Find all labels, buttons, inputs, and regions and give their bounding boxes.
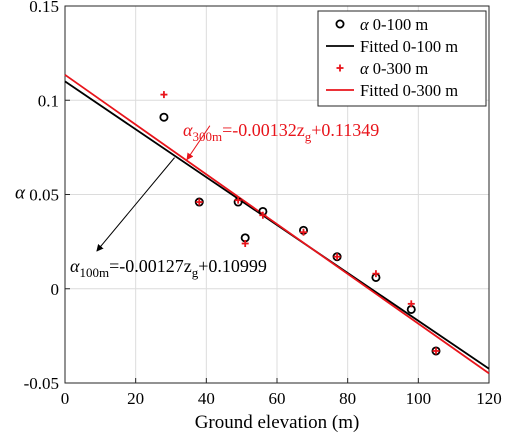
point-300m <box>407 300 415 308</box>
equation-300m: α300m=-0.00132zg+0.11349 <box>183 120 379 144</box>
x-tick-label: 20 <box>127 389 144 408</box>
y-tick-label: -0.05 <box>24 374 59 393</box>
y-tick-label: 0.05 <box>29 186 59 205</box>
y-tick-labels: -0.05 0 0.05 0.1 0.15 <box>24 0 59 393</box>
legend: α 0-100 m Fitted 0-100 m α 0-300 m Fitted 0… <box>317 10 487 107</box>
point-300m <box>234 196 242 204</box>
equation-annotations: α100m=-0.00127zg+0.10999 α300m=-0.00132zg… <box>70 120 379 280</box>
legend-label: α 0-300 m <box>360 59 428 78</box>
x-tick-label: 80 <box>339 389 356 408</box>
point-100m <box>159 112 169 122</box>
legend-marker-plus <box>336 64 344 72</box>
x-tick-label: 40 <box>198 389 215 408</box>
point-300m <box>432 347 440 355</box>
data-markers <box>159 91 441 356</box>
legend-label: Fitted 0-100 m <box>360 37 458 56</box>
axis-ticks <box>64 5 490 384</box>
point-300m <box>300 228 307 236</box>
point-100m <box>431 346 441 356</box>
annotation-arrow-100m <box>96 157 175 252</box>
x-axis-label: Ground elevation (m) <box>195 412 360 433</box>
legend-label: α 0-100 m <box>360 15 428 34</box>
fit-line-300m <box>64 74 490 375</box>
point-300m <box>160 91 168 99</box>
x-tick-labels: 0 20 40 60 80 100 120 <box>61 389 502 408</box>
y-tick-label: 0.1 <box>38 91 59 110</box>
legend-marker-circle <box>335 19 345 29</box>
y-tick-label: 0.15 <box>29 0 59 16</box>
fit-lines <box>64 74 490 375</box>
equation-100m: α100m=-0.00127zg+0.10999 <box>70 256 267 280</box>
x-tick-label: 0 <box>61 389 70 408</box>
y-axis-label: α <box>15 183 26 204</box>
y-tick-label: 0 <box>51 280 60 299</box>
point-300m <box>259 211 267 219</box>
point-300m <box>372 270 380 278</box>
x-tick-label: 120 <box>476 389 502 408</box>
point-300m <box>333 253 341 261</box>
x-tick-label: 60 <box>269 389 286 408</box>
legend-label: Fitted 0-300 m <box>360 81 458 100</box>
point-100m <box>332 252 342 262</box>
annotation-arrow-300m <box>186 125 211 161</box>
point-300m <box>241 240 249 248</box>
point-300m <box>195 198 203 206</box>
x-tick-label: 100 <box>406 389 432 408</box>
point-100m <box>194 197 204 207</box>
